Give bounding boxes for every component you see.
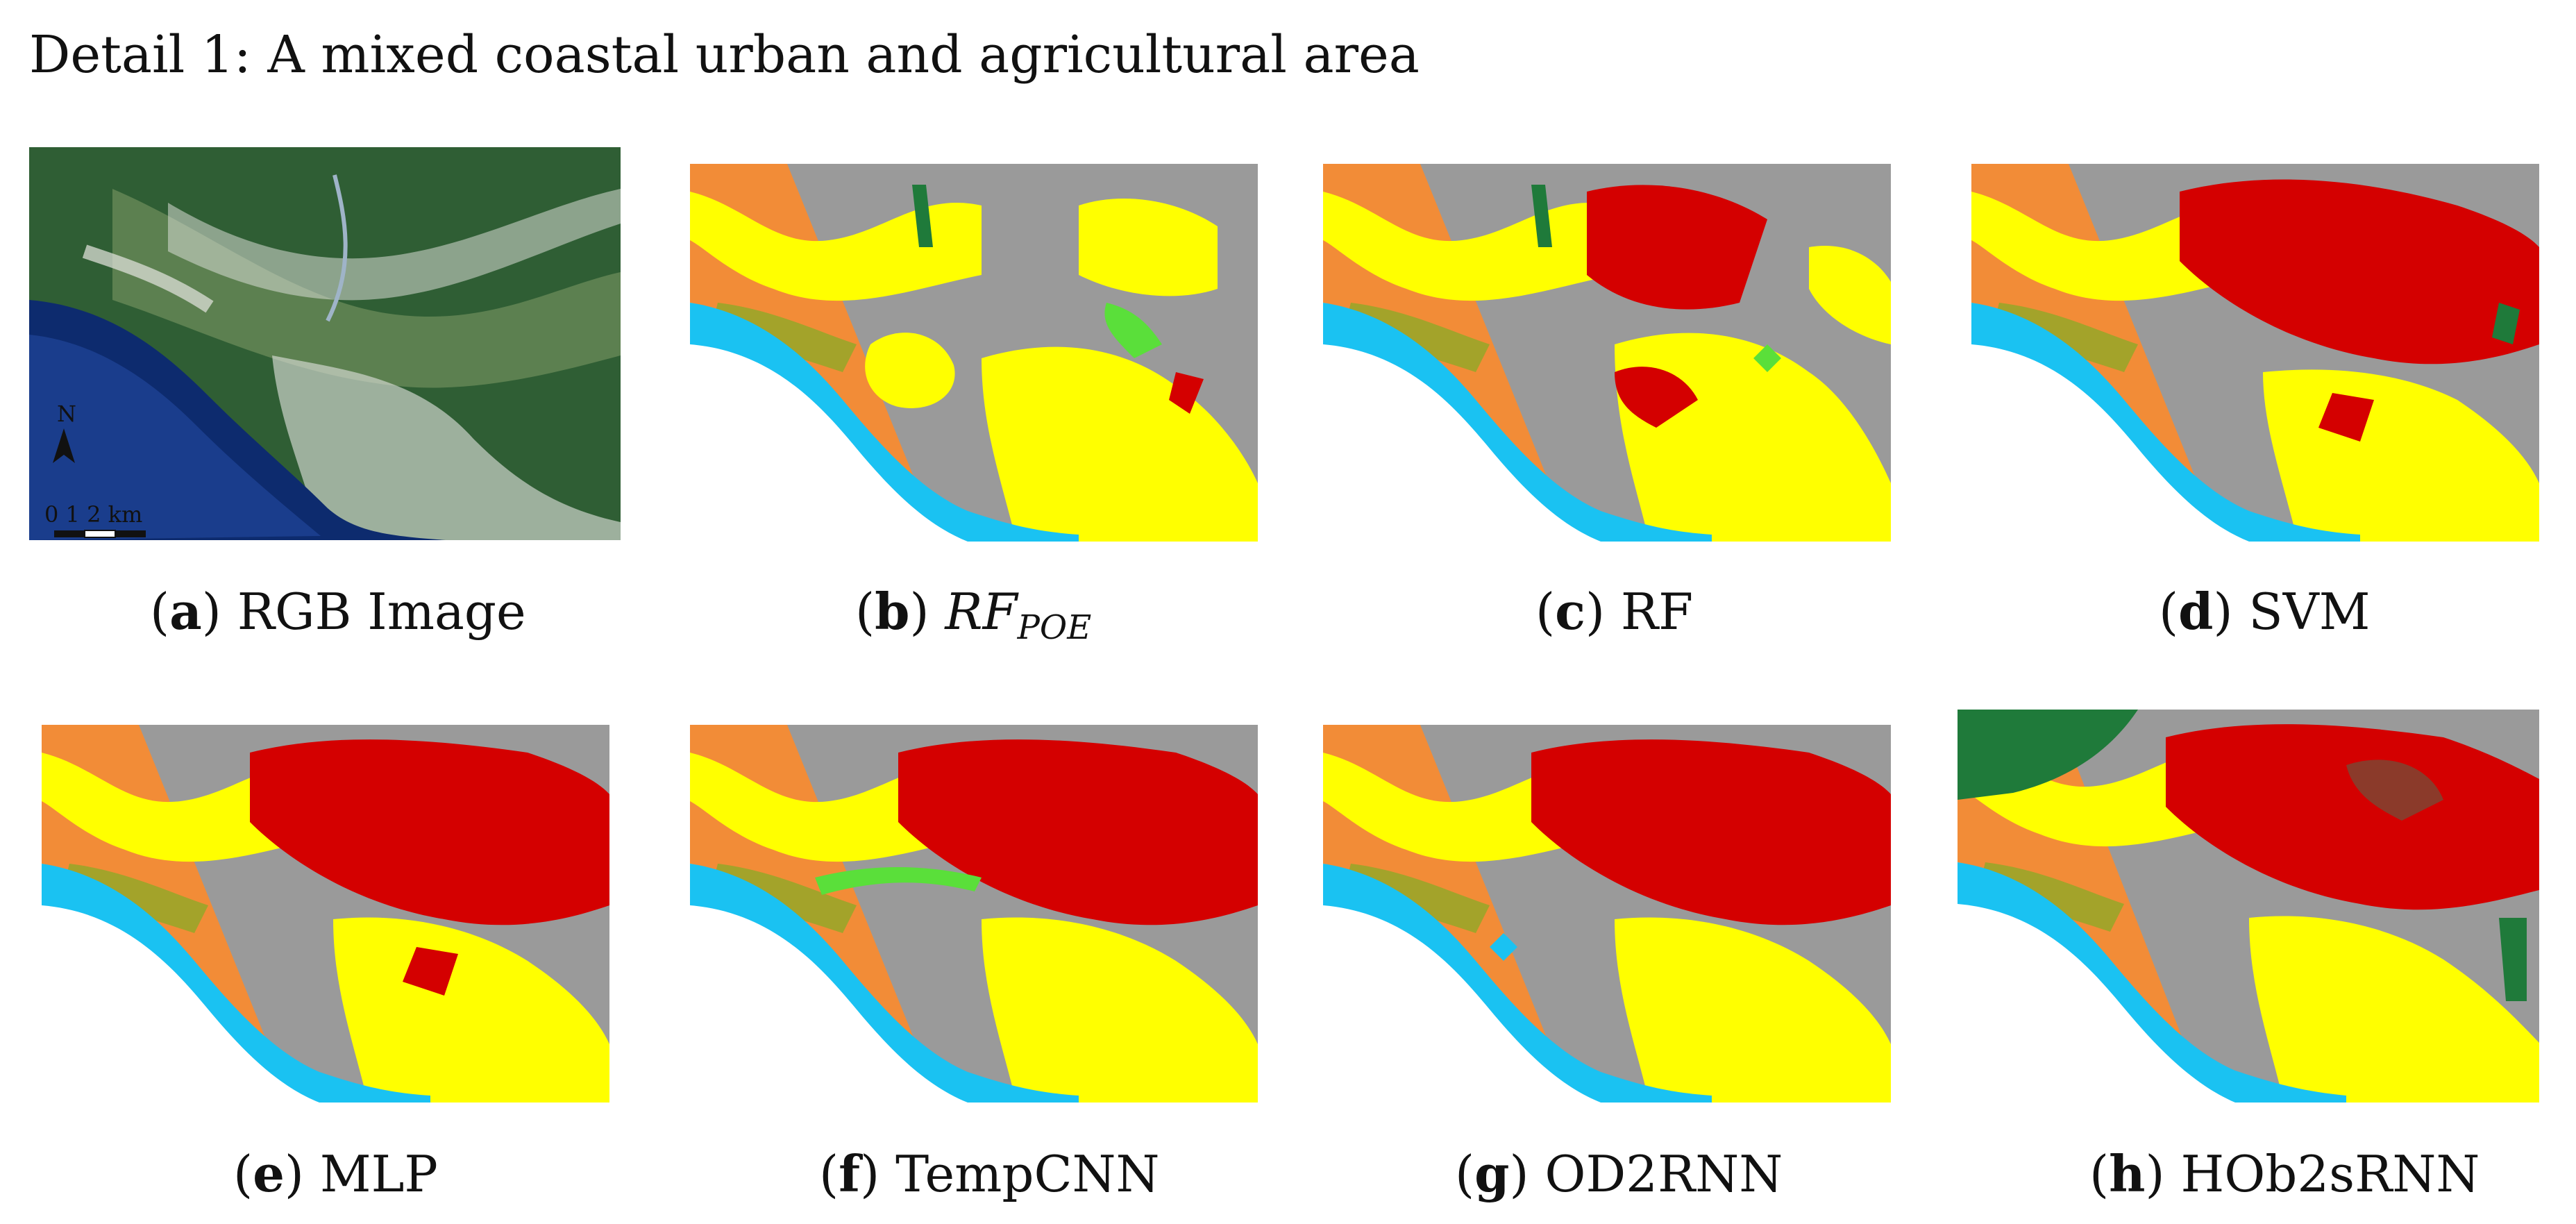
caption-a: (a) RGB Image	[150, 582, 526, 641]
north-arrow-icon: N	[53, 401, 76, 463]
panel-g-od2rnn	[1323, 725, 1891, 1103]
panel-c-rf	[1323, 164, 1891, 542]
classification-map	[690, 164, 1258, 542]
panel-b-rf-poe	[690, 164, 1258, 542]
classification-map	[1323, 725, 1891, 1103]
classification-map	[42, 725, 609, 1103]
caption-d: (d) SVM	[2159, 582, 2371, 641]
classification-map	[1958, 710, 2539, 1103]
classification-map	[1971, 164, 2539, 542]
rgb-image: N 0 1 2 km	[29, 147, 621, 540]
scale-bar-label: 0 1 2 km	[44, 501, 142, 528]
panel-h-hob2srnn	[1958, 710, 2539, 1103]
caption-c: (c) RF	[1535, 582, 1694, 641]
scale-bar: 0 1 2 km	[44, 501, 146, 538]
figure-title: Detail 1: A mixed coastal urban and agri…	[29, 25, 1420, 85]
caption-e: (e) MLP	[233, 1144, 438, 1203]
caption-h: (h) HOb2sRNN	[2089, 1144, 2480, 1203]
north-label: N	[57, 401, 76, 427]
caption-b: (b) RFPOE	[855, 582, 1092, 647]
panel-e-mlp	[42, 725, 609, 1103]
panel-f-tempcnn	[690, 725, 1258, 1103]
classification-map	[1323, 164, 1891, 542]
panel-d-svm	[1971, 164, 2539, 542]
caption-g: (g) OD2RNN	[1455, 1144, 1783, 1203]
classification-map	[690, 725, 1258, 1103]
caption-f: (f) TempCNN	[819, 1144, 1160, 1203]
panel-a-rgb-image: N 0 1 2 km	[29, 147, 621, 540]
